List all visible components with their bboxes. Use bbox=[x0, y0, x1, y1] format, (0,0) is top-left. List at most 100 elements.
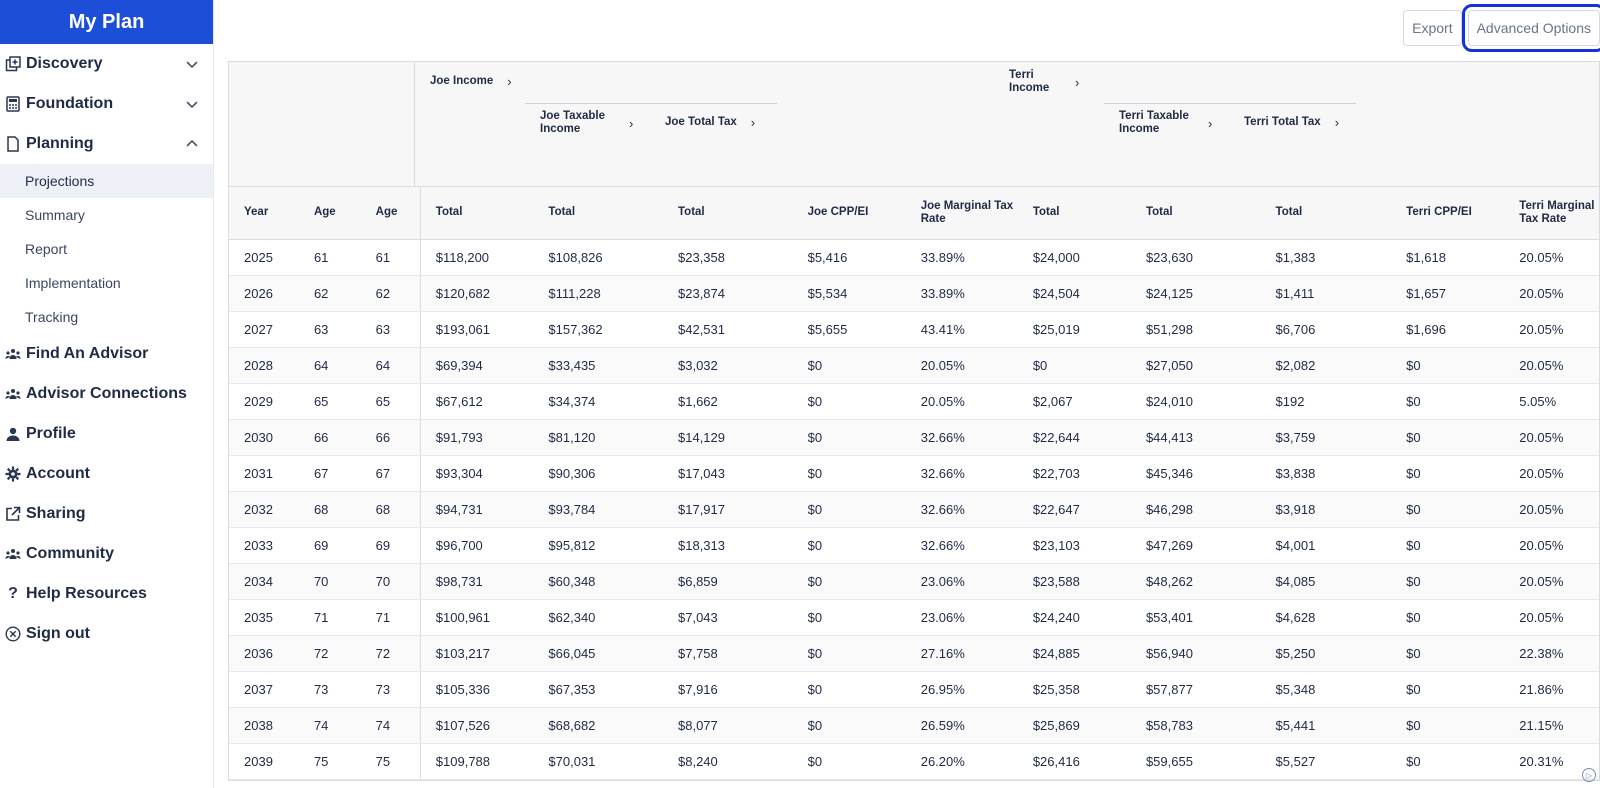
table-cell: $33,435 bbox=[533, 347, 663, 384]
table-cell: $0 bbox=[1391, 455, 1505, 492]
table-cell: $0 bbox=[792, 455, 906, 492]
projections-table: Joe Income › Joe Taxable Income › Joe To… bbox=[228, 61, 1600, 781]
sidebar-item-help-resources[interactable]: ? Help Resources bbox=[0, 574, 213, 614]
table-cell: $6,859 bbox=[663, 563, 793, 600]
chevron-down-icon bbox=[185, 57, 199, 71]
table-cell: 68 bbox=[360, 491, 421, 528]
table-cell: 2029 bbox=[229, 383, 299, 420]
table-cell: $0 bbox=[1017, 347, 1131, 384]
chevron-right-icon: › bbox=[507, 74, 512, 89]
table-cell: $107,526 bbox=[420, 707, 534, 744]
table-cell: 72 bbox=[298, 635, 361, 672]
people-icon bbox=[4, 345, 22, 363]
table-cell: 22.38% bbox=[1504, 635, 1599, 672]
table-cell: $7,916 bbox=[663, 671, 793, 708]
table-cell: 20.05% bbox=[1504, 311, 1599, 348]
table-cell: 70 bbox=[360, 563, 421, 600]
table-cell: $8,077 bbox=[663, 707, 793, 744]
sidebar-item-advisor-connections[interactable]: Advisor Connections bbox=[0, 374, 213, 414]
table-cell: $22,703 bbox=[1017, 455, 1131, 492]
table-cell: 5.05% bbox=[1504, 383, 1599, 420]
sidebar-item-sign-out[interactable]: Sign out bbox=[0, 614, 213, 654]
table-cell: $5,348 bbox=[1260, 671, 1392, 708]
sidebar-item-foundation[interactable]: Foundation bbox=[0, 84, 213, 124]
table-cell: 2038 bbox=[229, 707, 299, 744]
group-terri-taxable-income[interactable]: Terri Taxable Income › bbox=[1119, 110, 1224, 136]
table-cell: 65 bbox=[360, 383, 421, 420]
sidebar-item-profile[interactable]: Profile bbox=[0, 414, 213, 454]
sidebar-item-find-advisor[interactable]: Find An Advisor bbox=[0, 334, 213, 374]
table-cell: 2037 bbox=[229, 671, 299, 708]
table-cell: $66,045 bbox=[533, 635, 663, 672]
group-terri-income[interactable]: Terri Income › bbox=[1009, 69, 1079, 95]
sidebar-item-discovery[interactable]: Discovery bbox=[0, 44, 213, 84]
table-cell: $1,662 bbox=[663, 383, 793, 420]
play-circle-icon[interactable]: ▷ bbox=[1582, 768, 1596, 782]
table-cell: $3,759 bbox=[1260, 419, 1392, 456]
table-row: 2033 69 69 $96,700 $95,812 $18,313 $0 32.66% $23… bbox=[229, 527, 1599, 564]
sidebar-item-implementation[interactable]: Implementation bbox=[25, 275, 121, 291]
table-cell: $95,812 bbox=[533, 527, 663, 564]
table-cell: 2033 bbox=[229, 527, 299, 564]
table-cell: $46,298 bbox=[1130, 491, 1261, 528]
table-cell: $24,885 bbox=[1017, 635, 1131, 672]
document-icon bbox=[4, 135, 22, 153]
export-button[interactable]: Export bbox=[1403, 10, 1462, 46]
column-header: Total bbox=[420, 187, 534, 240]
sidebar-item-summary[interactable]: Summary bbox=[25, 207, 85, 223]
table-cell: $42,531 bbox=[663, 311, 793, 348]
table-cell: $0 bbox=[1391, 527, 1505, 564]
sidebar-item-label: Sharing bbox=[26, 505, 86, 522]
table-cell: 21.86% bbox=[1504, 671, 1599, 708]
sidebar-item-report[interactable]: Report bbox=[25, 241, 68, 257]
table-cell: $96,700 bbox=[420, 527, 534, 564]
sidebar-item-label: Sign out bbox=[26, 625, 90, 642]
table-cell: $44,413 bbox=[1130, 419, 1261, 456]
sidebar-item-label: Find An Advisor bbox=[26, 345, 149, 362]
group-joe-taxable-income[interactable]: Joe Taxable Income › bbox=[540, 110, 645, 136]
table-cell: 61 bbox=[298, 239, 361, 276]
sidebar-item-projections[interactable]: Projections bbox=[0, 164, 213, 198]
sidebar-item-community[interactable]: Community bbox=[0, 534, 213, 574]
sidebar-item-sharing[interactable]: Sharing bbox=[0, 494, 213, 534]
app-title[interactable]: My Plan bbox=[0, 0, 213, 44]
table-cell: 20.05% bbox=[1504, 239, 1599, 276]
column-header: Joe CPP/EI bbox=[792, 187, 906, 240]
group-terri-total-tax[interactable]: Terri Total Tax › bbox=[1244, 116, 1339, 129]
sidebar-item-planning[interactable]: Planning bbox=[0, 124, 213, 164]
table-cell: 20.05% bbox=[1504, 275, 1599, 312]
table-cell: $51,298 bbox=[1130, 311, 1261, 348]
table-cell: $0 bbox=[792, 635, 906, 672]
table-cell: 63 bbox=[360, 311, 421, 348]
table-cell: 73 bbox=[360, 671, 421, 708]
column-header: Total bbox=[1260, 187, 1392, 240]
table-cell: $47,269 bbox=[1130, 527, 1261, 564]
group-joe-income[interactable]: Joe Income › bbox=[430, 75, 512, 88]
advanced-options-button[interactable]: Advanced Options bbox=[1461, 4, 1600, 52]
sidebar-nav: Discovery Foundation Planning bbox=[0, 44, 213, 164]
sidebar-item-tracking[interactable]: Tracking bbox=[25, 309, 79, 325]
table-cell: 75 bbox=[360, 743, 421, 780]
table-row: 2026 62 62 $120,682 $111,228 $23,874 $5,534 33.… bbox=[229, 275, 1599, 312]
table-cell: $0 bbox=[792, 527, 906, 564]
column-header: Age bbox=[298, 187, 361, 240]
table-cell: $0 bbox=[792, 671, 906, 708]
group-divider bbox=[1104, 103, 1356, 104]
table-cell: $56,940 bbox=[1130, 635, 1261, 672]
table-cell: $69,394 bbox=[420, 347, 534, 384]
table-cell: $0 bbox=[1391, 671, 1505, 708]
table-cell: 67 bbox=[298, 455, 361, 492]
group-joe-total-tax[interactable]: Joe Total Tax › bbox=[665, 116, 755, 129]
table-cell: $2,082 bbox=[1260, 347, 1392, 384]
table-cell: 26.59% bbox=[905, 707, 1018, 744]
table-cell: 32.66% bbox=[905, 419, 1018, 456]
table-cell: $81,120 bbox=[533, 419, 663, 456]
table-cell: $34,374 bbox=[533, 383, 663, 420]
table-cell: $48,262 bbox=[1130, 563, 1261, 600]
table-cell: $120,682 bbox=[420, 275, 534, 312]
sidebar-item-account[interactable]: Account bbox=[0, 454, 213, 494]
table-row: 2029 65 65 $67,612 $34,374 $1,662 $0 20.05% $2,0… bbox=[229, 383, 1599, 420]
table-cell: $2,067 bbox=[1017, 383, 1131, 420]
table-cell: 64 bbox=[298, 347, 361, 384]
table-cell: $0 bbox=[1391, 383, 1505, 420]
